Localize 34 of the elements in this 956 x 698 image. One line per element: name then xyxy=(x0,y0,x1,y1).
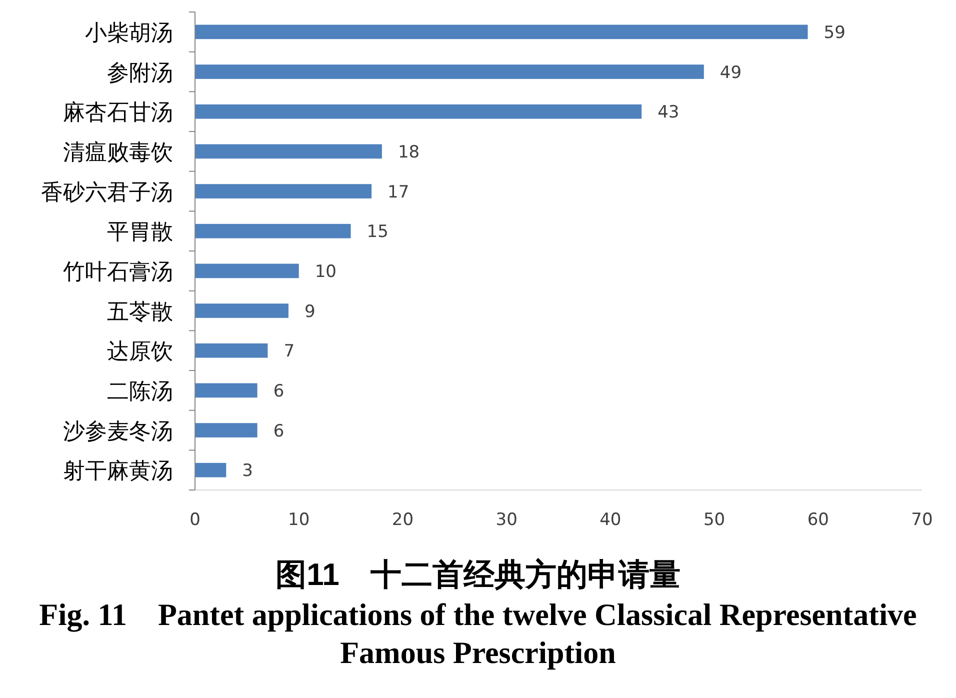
y-tick-label: 达原饮 xyxy=(107,338,173,364)
y-tick-label: 香砂六君子汤 xyxy=(41,179,173,204)
data-label: 18 xyxy=(398,142,420,162)
x-tick-label: 20 xyxy=(392,510,414,530)
data-label: 17 xyxy=(388,182,410,202)
data-label: 59 xyxy=(824,22,846,43)
y-tick-label: 小柴胡汤 xyxy=(85,20,173,45)
y-tick-label: 清瘟败毒饮 xyxy=(63,139,173,164)
data-label: 49 xyxy=(720,62,742,83)
data-label: 9 xyxy=(304,302,316,322)
data-label: 43 xyxy=(658,102,680,123)
x-tick-label: 40 xyxy=(600,510,622,530)
data-label: 6 xyxy=(273,381,284,402)
x-tick-label: 50 xyxy=(703,510,726,530)
x-tick-label: 70 xyxy=(911,510,933,530)
data-label: 3 xyxy=(242,461,253,482)
caption: 图11 十二首经典方的申请量 xyxy=(276,557,680,592)
data-label: 10 xyxy=(314,262,336,282)
y-tick-label: 竹叶石膏汤 xyxy=(63,258,173,284)
y-tick-label: 射干麻黄汤 xyxy=(63,458,173,484)
y-tick-label: 沙参麦冬汤 xyxy=(63,418,173,444)
y-tick-label: 参附汤 xyxy=(107,60,173,85)
caption: Fig. 11 Pantet applications of the twelve Classical Representative Famous Prescription xyxy=(38,596,918,672)
x-tick-label: 10 xyxy=(288,510,310,530)
x-tick-label: 30 xyxy=(496,510,518,530)
y-tick-label: 麻杏石甘汤 xyxy=(63,100,173,125)
y-tick-label: 二陈汤 xyxy=(107,378,173,404)
x-tick-label: 60 xyxy=(807,510,829,530)
data-label: 15 xyxy=(366,222,388,242)
y-tick-label: 五苓散 xyxy=(107,298,173,324)
data-label: 6 xyxy=(273,421,284,442)
data-label: 7 xyxy=(284,342,295,362)
x-tick-label: 0 xyxy=(190,510,200,530)
y-tick-label: 平胃散 xyxy=(107,219,173,244)
